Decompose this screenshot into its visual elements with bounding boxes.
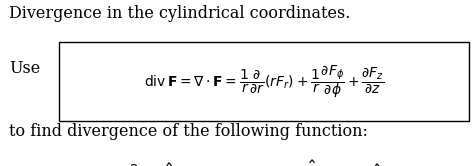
Text: $\mathbf{F} = r\,(2 + \sin^2\!\phi)\,\hat{\mathbf{r}} + r\sin\phi\cos\phi\;\hat{: $\mathbf{F} = r\,(2 + \sin^2\!\phi)\,\ha… [9,159,383,166]
Text: $\mathrm{div}\,\mathbf{F} = \nabla \cdot \mathbf{F} = \dfrac{1}{r}\dfrac{\partia: $\mathrm{div}\,\mathbf{F} = \nabla \cdot… [144,63,384,100]
FancyBboxPatch shape [59,42,469,121]
Text: Divergence in the cylindrical coordinates.: Divergence in the cylindrical coordinate… [9,5,351,22]
Text: to find divergence of the following function:: to find divergence of the following func… [9,123,368,140]
Text: Use: Use [9,60,41,77]
